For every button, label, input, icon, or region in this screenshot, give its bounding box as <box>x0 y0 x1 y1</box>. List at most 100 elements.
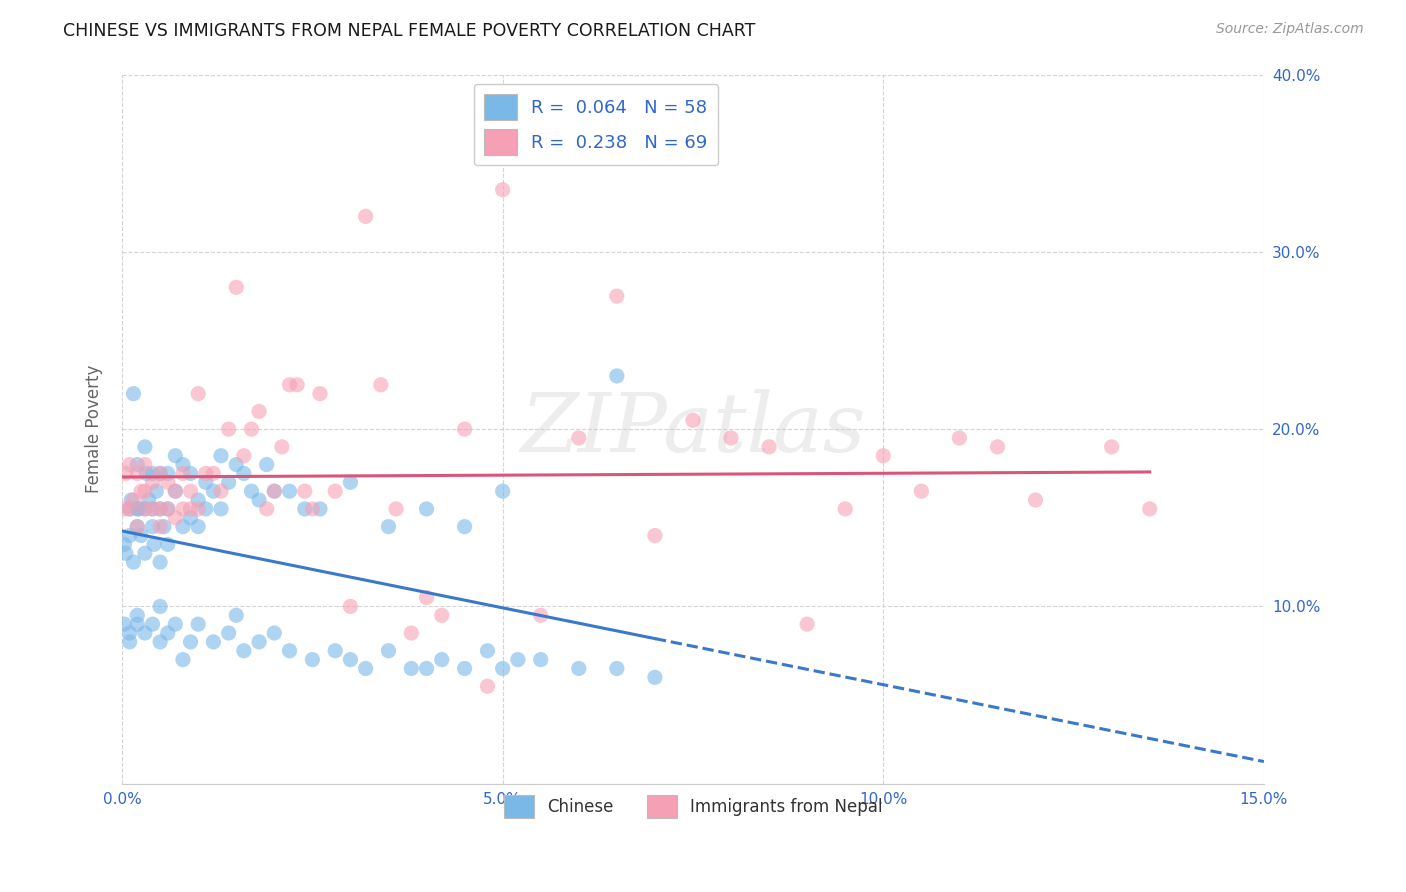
Point <box>187 386 209 401</box>
Point <box>415 591 437 605</box>
Point <box>118 626 141 640</box>
Point <box>129 484 152 499</box>
Point <box>377 644 399 658</box>
Point <box>492 183 515 197</box>
Point <box>165 617 187 632</box>
Point <box>202 467 225 481</box>
Point <box>209 484 232 499</box>
Point <box>247 635 270 649</box>
Point <box>910 484 932 499</box>
Point <box>127 502 149 516</box>
Point <box>180 510 202 524</box>
Point <box>156 467 179 481</box>
Point <box>156 502 179 516</box>
Point <box>134 626 156 640</box>
Point <box>209 449 232 463</box>
Point <box>240 484 263 499</box>
Text: ZIPatlas: ZIPatlas <box>520 389 866 469</box>
Point <box>263 484 285 499</box>
Point <box>323 484 346 499</box>
Point <box>401 626 423 640</box>
Point <box>247 493 270 508</box>
Point <box>240 422 263 436</box>
Point <box>187 519 209 533</box>
Point <box>127 458 149 472</box>
Point <box>339 475 361 490</box>
Point <box>118 502 141 516</box>
Point <box>720 431 742 445</box>
Point <box>430 652 453 666</box>
Point <box>134 440 156 454</box>
Point <box>202 635 225 649</box>
Point <box>118 528 141 542</box>
Point <box>278 484 301 499</box>
Point <box>477 679 499 693</box>
Point <box>180 484 202 499</box>
Point <box>112 537 135 551</box>
Point <box>385 502 408 516</box>
Point <box>172 652 194 666</box>
Point <box>138 493 160 508</box>
Point <box>986 440 1008 454</box>
Point <box>187 493 209 508</box>
Point <box>187 502 209 516</box>
Point <box>430 608 453 623</box>
Point <box>172 519 194 533</box>
Point <box>134 502 156 516</box>
Point <box>149 467 172 481</box>
Point <box>278 377 301 392</box>
Point <box>127 519 149 533</box>
Point <box>156 502 179 516</box>
Y-axis label: Female Poverty: Female Poverty <box>86 365 103 493</box>
Point <box>339 599 361 614</box>
Text: CHINESE VS IMMIGRANTS FROM NEPAL FEMALE POVERTY CORRELATION CHART: CHINESE VS IMMIGRANTS FROM NEPAL FEMALE … <box>63 22 755 40</box>
Point <box>323 644 346 658</box>
Point <box>370 377 392 392</box>
Point <box>141 475 163 490</box>
Point <box>309 386 332 401</box>
Point <box>128 502 150 516</box>
Point <box>118 502 141 516</box>
Point <box>834 502 856 516</box>
Point <box>118 635 141 649</box>
Point <box>256 458 278 472</box>
Point <box>115 546 138 560</box>
Point <box>153 519 176 533</box>
Point <box>149 502 172 516</box>
Point <box>156 475 179 490</box>
Point <box>209 502 232 516</box>
Point <box>180 467 202 481</box>
Point <box>143 537 166 551</box>
Point <box>194 467 217 481</box>
Text: Source: ZipAtlas.com: Source: ZipAtlas.com <box>1216 22 1364 37</box>
Point <box>506 652 529 666</box>
Point <box>149 599 172 614</box>
Point <box>172 502 194 516</box>
Point <box>606 289 628 303</box>
Point <box>122 386 145 401</box>
Point <box>530 652 553 666</box>
Point <box>309 502 332 516</box>
Point <box>682 413 704 427</box>
Point <box>415 502 437 516</box>
Point <box>256 502 278 516</box>
Point <box>301 652 323 666</box>
Point <box>263 484 285 499</box>
Point <box>141 617 163 632</box>
Point <box>141 502 163 516</box>
Point <box>134 484 156 499</box>
Point <box>145 484 167 499</box>
Point <box>165 510 187 524</box>
Point <box>492 661 515 675</box>
Point <box>872 449 894 463</box>
Point <box>225 280 247 294</box>
Point <box>218 475 240 490</box>
Point <box>232 467 254 481</box>
Point <box>112 617 135 632</box>
Point <box>149 635 172 649</box>
Point <box>377 519 399 533</box>
Point <box>644 528 666 542</box>
Point <box>568 431 591 445</box>
Legend: Chinese, Immigrants from Nepal: Chinese, Immigrants from Nepal <box>496 789 889 825</box>
Point <box>115 467 138 481</box>
